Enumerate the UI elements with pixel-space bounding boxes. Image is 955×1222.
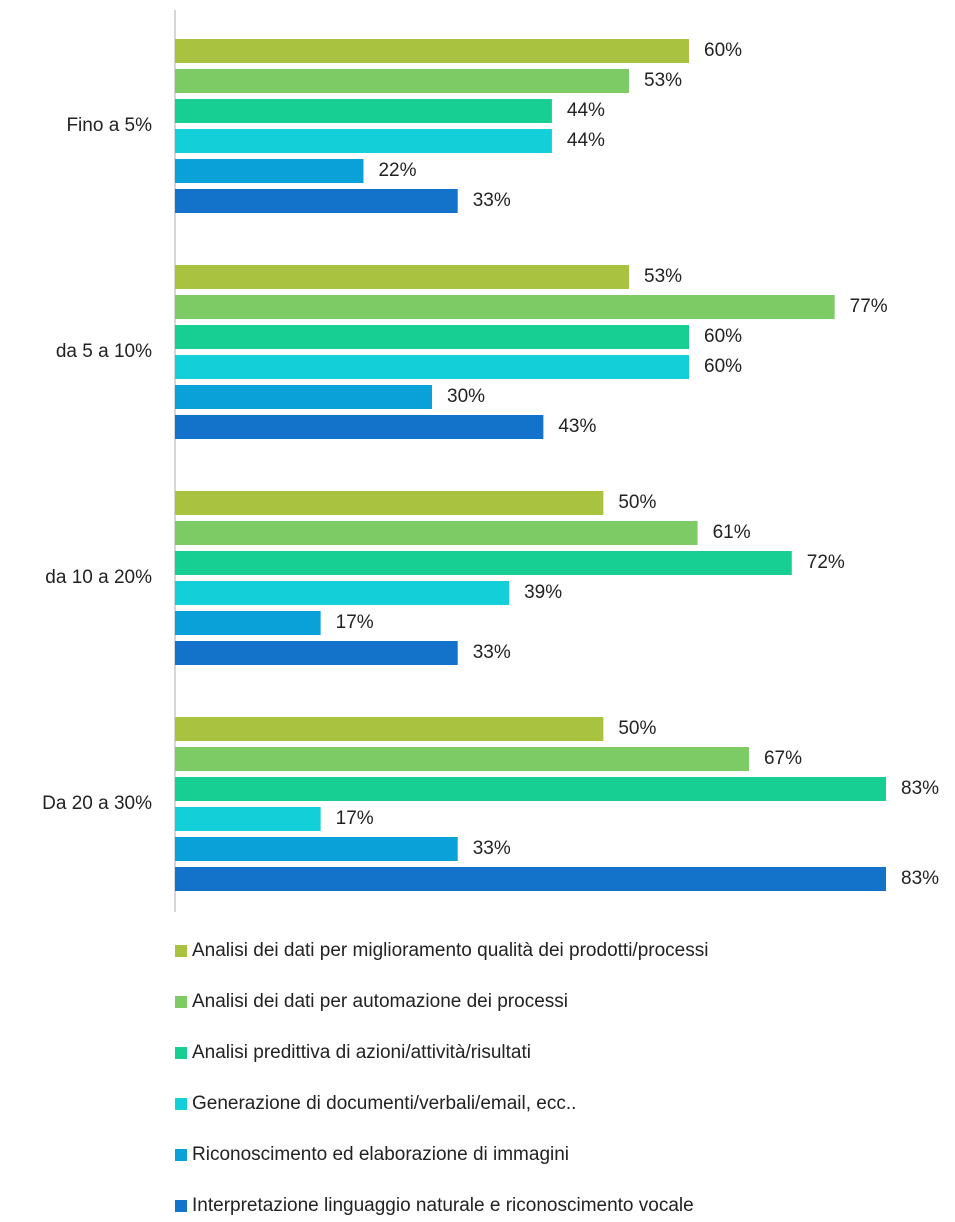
value-label: 83% <box>901 778 939 799</box>
bar <box>175 99 552 123</box>
bar <box>175 295 835 319</box>
bar <box>175 69 630 93</box>
value-label: 33% <box>473 838 511 859</box>
bar <box>175 325 689 349</box>
value-label: 50% <box>618 492 656 513</box>
category-label: da 10 a 20% <box>45 567 152 588</box>
legend-label: Interpretazione linguaggio naturale e ri… <box>192 1195 694 1216</box>
category-label: Da 20 a 30% <box>42 793 152 814</box>
bar <box>175 837 458 861</box>
legend-swatch <box>175 1047 187 1059</box>
value-label: 72% <box>807 552 845 573</box>
value-label: 43% <box>558 416 596 437</box>
bar <box>175 717 604 741</box>
category-label: Fino a 5% <box>66 115 152 136</box>
legend-swatch <box>175 1200 187 1212</box>
bar <box>175 641 458 665</box>
legend-swatch <box>175 1149 187 1161</box>
bar <box>175 867 887 891</box>
legend-swatch <box>175 945 187 957</box>
value-label: 44% <box>567 130 605 151</box>
bar <box>175 129 552 153</box>
value-label: 60% <box>704 326 742 347</box>
value-label: 60% <box>704 40 742 61</box>
bar <box>175 491 604 515</box>
bar <box>175 747 749 771</box>
bar <box>175 777 887 801</box>
bar <box>175 265 630 289</box>
category-label: da 5 a 10% <box>56 341 152 362</box>
legend-label: Analisi dei dati per automazione dei pro… <box>192 991 568 1012</box>
bar <box>175 415 544 439</box>
value-label: 60% <box>704 356 742 377</box>
value-label: 53% <box>644 266 682 287</box>
value-label: 44% <box>567 100 605 121</box>
legend-label: Generazione di documenti/verbali/email, … <box>192 1093 576 1114</box>
value-label: 33% <box>473 190 511 211</box>
value-label: 77% <box>850 296 888 317</box>
bar <box>175 521 698 545</box>
value-label: 17% <box>336 808 374 829</box>
legend-label: Analisi dei dati per miglioramento quali… <box>192 940 708 961</box>
value-label: 22% <box>378 160 416 181</box>
bar <box>175 355 689 379</box>
value-label: 83% <box>901 868 939 889</box>
value-label: 50% <box>618 718 656 739</box>
value-label: 67% <box>764 748 802 769</box>
bar <box>175 807 321 831</box>
value-label: 39% <box>524 582 562 603</box>
legend-swatch <box>175 996 187 1008</box>
bar <box>175 39 689 63</box>
value-label: 61% <box>713 522 751 543</box>
bar <box>175 611 321 635</box>
bar <box>175 385 432 409</box>
bar <box>175 581 510 605</box>
bar <box>175 551 792 575</box>
bar <box>175 189 458 213</box>
value-label: 30% <box>447 386 485 407</box>
legend-label: Analisi predittiva di azioni/attività/ri… <box>192 1042 531 1063</box>
legend-label: Riconoscimento ed elaborazione di immagi… <box>192 1144 569 1165</box>
value-label: 17% <box>336 612 374 633</box>
value-label: 33% <box>473 642 511 663</box>
legend-swatch <box>175 1098 187 1110</box>
bar <box>175 159 364 183</box>
value-label: 53% <box>644 70 682 91</box>
